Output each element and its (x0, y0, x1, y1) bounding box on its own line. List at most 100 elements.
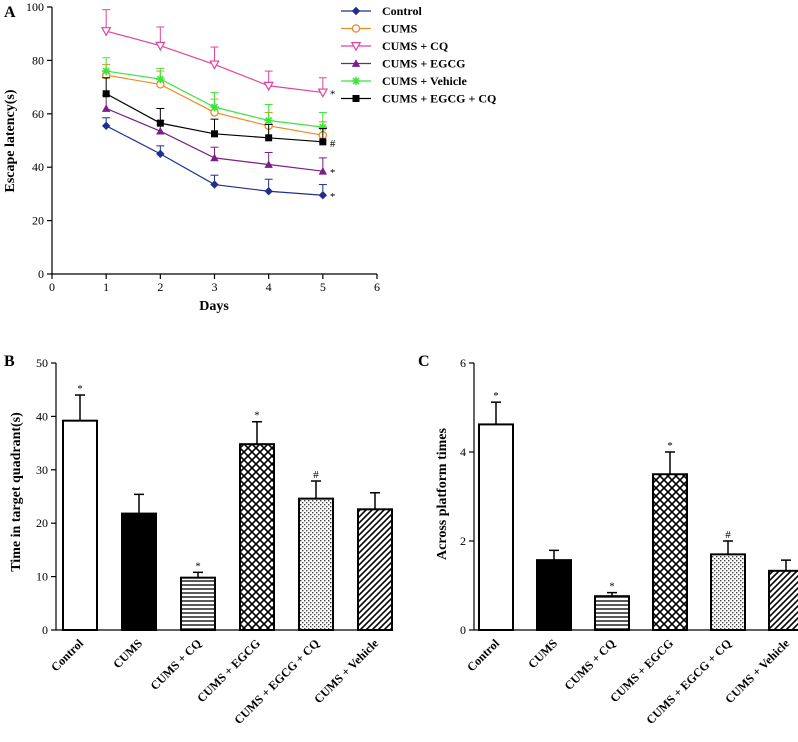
bar-c (710, 553, 746, 631)
legend-label-cums_cq: CUMS + CQ (382, 39, 448, 53)
y-tick-label-b: 50 (36, 356, 48, 370)
point-control (318, 191, 328, 200)
series-cums_egcg_cq: # (102, 77, 336, 150)
significance-b: * (254, 410, 260, 422)
point-cums_egcg_cq (265, 134, 273, 142)
legend-item-cums_cq: CUMS + CQ (341, 39, 448, 53)
bar-group-c: * Control (464, 390, 514, 674)
y-tick-label-a: 100 (26, 0, 44, 14)
legend-item-control: Control (341, 4, 422, 18)
panel-letter-a: A (4, 4, 16, 21)
point-control (264, 187, 273, 196)
line-chart-escape-latency: A Escape latency(s) Days 0 20 40 60 80 100 0 1 2… (3, 0, 496, 314)
significance-cums_cq: * (330, 88, 336, 100)
y-tick-label-c: 0 (460, 623, 466, 637)
y-tick-label-b: 10 (36, 570, 48, 584)
point-cums_egcg (101, 104, 111, 112)
y-tick-label-b: 30 (36, 463, 48, 477)
significance-b: * (195, 560, 201, 572)
legend-label-cums_egcg_cq: CUMS + EGCG + CQ (382, 92, 496, 106)
x-tick-label-a: 5 (320, 280, 326, 294)
series-cums_cq: * (100, 9, 336, 100)
x-tick-label-a: 1 (103, 280, 109, 294)
x-tick-label-a: 0 (49, 280, 55, 294)
y-tick-label-a: 20 (32, 214, 44, 228)
point-control (210, 180, 219, 189)
bar-b (357, 508, 393, 632)
x-tick-label-a: 3 (212, 280, 218, 294)
point-cums_egcg (210, 153, 219, 162)
y-axis-title-b: Time in target quadrant(s) (9, 412, 24, 572)
y-tick-label-b: 40 (36, 409, 48, 423)
significance-cums_egcg: * (330, 167, 336, 179)
bar-b (180, 576, 216, 632)
point-cums_egcg_cq (102, 90, 110, 98)
significance-cums_egcg_cq: # (330, 138, 336, 150)
y-tick-label-a: 0 (38, 267, 44, 281)
point-cums_egcg_cq (211, 130, 218, 138)
bar-group-c: CUMS (525, 549, 572, 671)
bar-c (652, 473, 688, 631)
category-label-b: Control (48, 636, 86, 674)
bar-b (121, 512, 157, 632)
legend-marker-cums_egcg_cq (352, 95, 360, 102)
point-cums_cq (155, 41, 166, 52)
series-control: * (101, 117, 336, 203)
point-cums_vehicle (101, 66, 111, 76)
bar-c (478, 423, 514, 631)
series-cums_vehicle (101, 57, 328, 132)
significance-control: * (330, 191, 336, 203)
point-cums_vehicle (264, 116, 273, 125)
category-label-c: Control (464, 636, 502, 674)
category-label-c: CUMS + CQ (561, 636, 618, 693)
point-cums_egcg_cq (156, 119, 164, 127)
point-cums_cq (209, 60, 220, 70)
point-cums_egcg_cq (319, 138, 327, 146)
y-axis-title-a: Escape latency(s) (3, 89, 18, 192)
legend-marker-cums_egcg (351, 59, 361, 67)
point-cums_egcg (318, 167, 328, 175)
x-axis-title-a: Days (199, 299, 229, 314)
bar-group-b: * CUMS + CQ (147, 560, 216, 693)
panel-letter-c: C (418, 353, 430, 370)
bar-group-b: CUMS (110, 493, 157, 671)
bar-group-b: *CUMS + EGCG (194, 410, 275, 705)
category-label-b: CUMS (110, 636, 145, 671)
bar-b (62, 419, 98, 631)
significance-c: * (667, 440, 673, 452)
bar-c (594, 595, 630, 631)
x-tick-label-a: 4 (266, 280, 272, 294)
bar-c (768, 569, 798, 632)
x-tick-label-a: 6 (374, 280, 380, 294)
y-tick-label-b: 20 (36, 516, 48, 530)
category-label-b: CUMS + CQ (147, 636, 204, 693)
significance-c: # (725, 529, 731, 541)
point-cums_cq (100, 27, 112, 37)
legend-marker-control (351, 6, 361, 16)
y-tick-label-c: 6 (460, 356, 466, 370)
point-cums_cq (317, 88, 329, 98)
legend-marker-cums (351, 24, 361, 33)
significance-b: # (313, 469, 319, 481)
bar-chart-across-platform: C Across platform times 0 2 4 6 * Control CUM… (418, 353, 798, 727)
y-axis-title-c: Across platform times (435, 427, 450, 559)
category-label-c: CUMS (525, 636, 560, 671)
y-tick-label-a: 60 (32, 107, 44, 121)
point-cums_vehicle (210, 102, 219, 112)
x-tick-label-a: 2 (157, 280, 163, 294)
point-control (101, 121, 111, 131)
point-cums_vehicle (156, 74, 165, 84)
y-tick-label-b: 0 (42, 623, 48, 637)
legend-item-cums_egcg: CUMS + EGCG (341, 57, 466, 71)
point-cums_egcg (264, 160, 273, 168)
legend-marker-cums_cq (350, 42, 362, 52)
legend-marker-cums_vehicle (351, 76, 361, 86)
bar-chart-time-target-quadrant: B Time in target quadrant(s) 0 10 20 30 40 50… (4, 353, 393, 727)
legend-label-control: Control (382, 4, 422, 18)
bar-b (298, 497, 334, 631)
point-cums_vehicle (318, 122, 328, 132)
y-tick-label-a: 40 (32, 160, 44, 174)
legend-label-cums_egcg: CUMS + EGCG (382, 57, 466, 71)
significance-c: * (609, 581, 615, 593)
